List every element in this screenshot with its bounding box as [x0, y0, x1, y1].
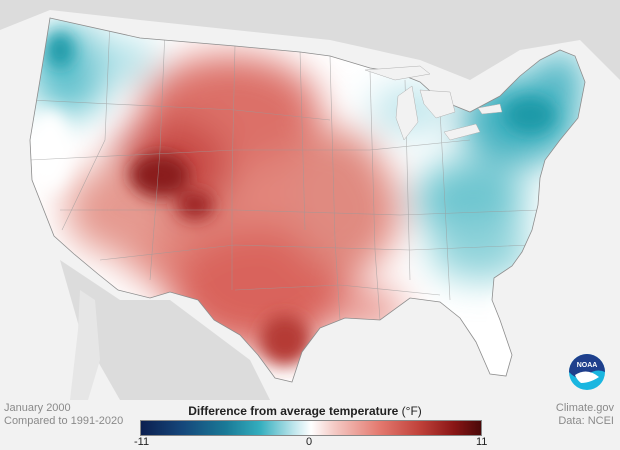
- legend-title-text: Difference from average temperature: [188, 404, 399, 418]
- site-credit: Climate.gov: [555, 402, 614, 414]
- svg-text:NOAA: NOAA: [577, 362, 598, 369]
- great-lakes: [364, 65, 503, 141]
- baja-land: [70, 290, 100, 400]
- legend-unit: (°F): [401, 404, 422, 418]
- legend-color-bar: [140, 420, 482, 436]
- credits: Climate.gov Data: NCEI: [556, 402, 614, 428]
- baseline-label: Compared to 1991-2020: [4, 415, 124, 427]
- state-boundaries: [30, 19, 541, 321]
- canada-land: [0, 0, 620, 80]
- map-caption: January 2000 Compared to 1991-2020: [4, 402, 123, 428]
- map-canvas: [0, 0, 620, 400]
- legend-max-label: 11: [476, 436, 488, 448]
- legend-mid-label: 0: [306, 436, 313, 448]
- noaa-logo-top: [569, 354, 605, 378]
- period-label: January 2000: [4, 402, 71, 414]
- legend-title: Difference from average temperature (°F): [120, 404, 490, 418]
- mexico-land: [60, 260, 270, 400]
- color-legend: Difference from average temperature (°F)…: [130, 404, 490, 448]
- data-source-credit: Data: NCEI: [558, 415, 614, 427]
- legend-min-label: -11: [134, 436, 150, 448]
- us-outline: [29, 17, 586, 383]
- noaa-logo: NOAA: [569, 354, 605, 390]
